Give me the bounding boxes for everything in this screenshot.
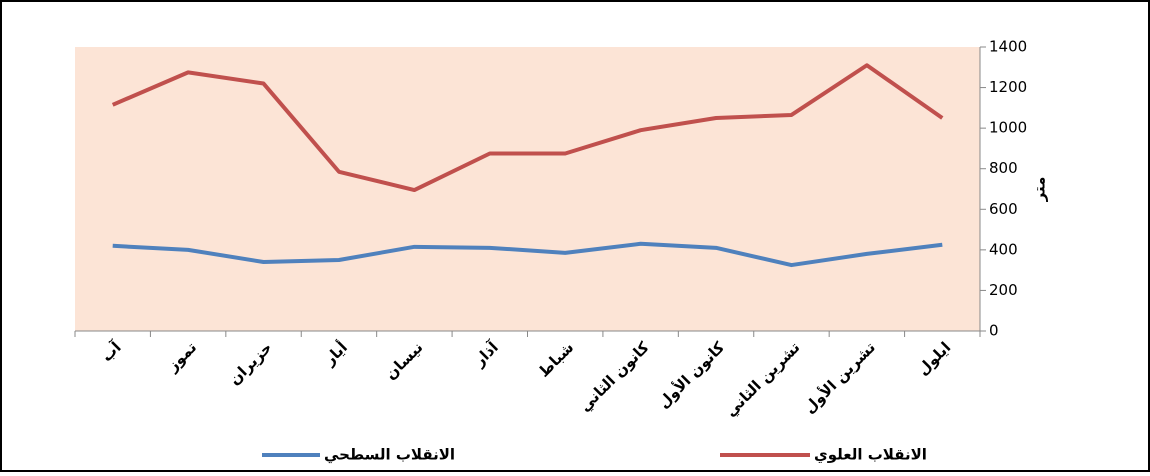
y-tick-label: 1000 (989, 119, 1027, 137)
y-tick-label: 200 (989, 281, 1018, 299)
plot-area (75, 47, 980, 331)
y-axis-title: متر (1031, 177, 1049, 203)
y-tick-label: 400 (989, 240, 1018, 258)
y-tick-label: 1400 (989, 38, 1027, 56)
y-tick-label: 600 (989, 200, 1018, 218)
y-tick-label: 1200 (989, 78, 1027, 96)
y-tick-label: 0 (989, 322, 999, 340)
legend-label: الانقلاب العلوي (814, 446, 927, 465)
legend-label: الانقلاب السطحي (324, 446, 455, 464)
line-series (111, 63, 944, 193)
line-series (112, 241, 943, 268)
y-tick-label: 800 (989, 159, 1018, 177)
